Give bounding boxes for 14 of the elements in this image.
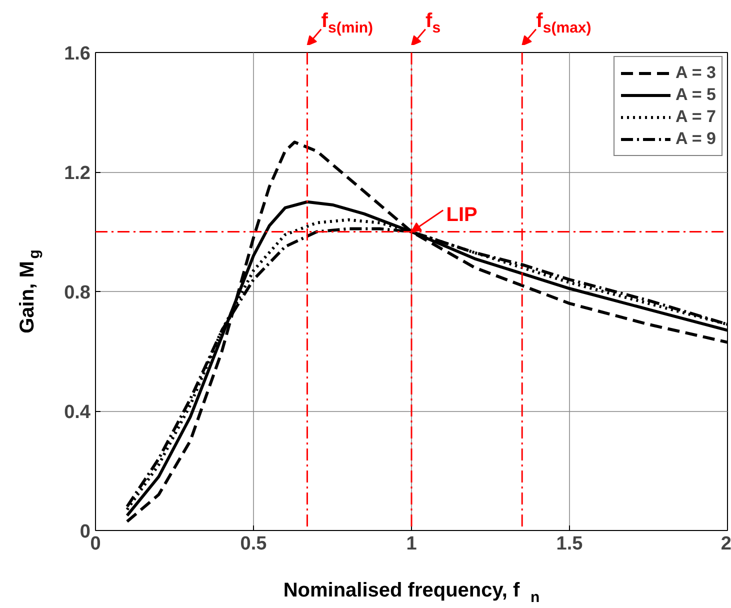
y-tick-label: 1.6 [64,44,91,64]
x-tick-label: 2 [720,534,731,554]
x-tick-label: 0.5 [240,534,268,554]
legend-label: A = 3 [676,63,716,83]
y-tick-label: 1.2 [64,163,91,184]
x-tick-label: 1.5 [556,534,584,554]
legend-label: A = 7 [676,107,716,127]
y-axis-title: Gain, Mg [16,250,43,334]
y-tick-label: 0.4 [64,402,91,423]
annotation: LIP [446,204,478,226]
legend-label: A = 5 [676,85,716,105]
legend-label: A = 9 [676,129,716,149]
y-tick-label: 0.8 [64,282,91,304]
x-tick-label: 1 [406,534,418,554]
